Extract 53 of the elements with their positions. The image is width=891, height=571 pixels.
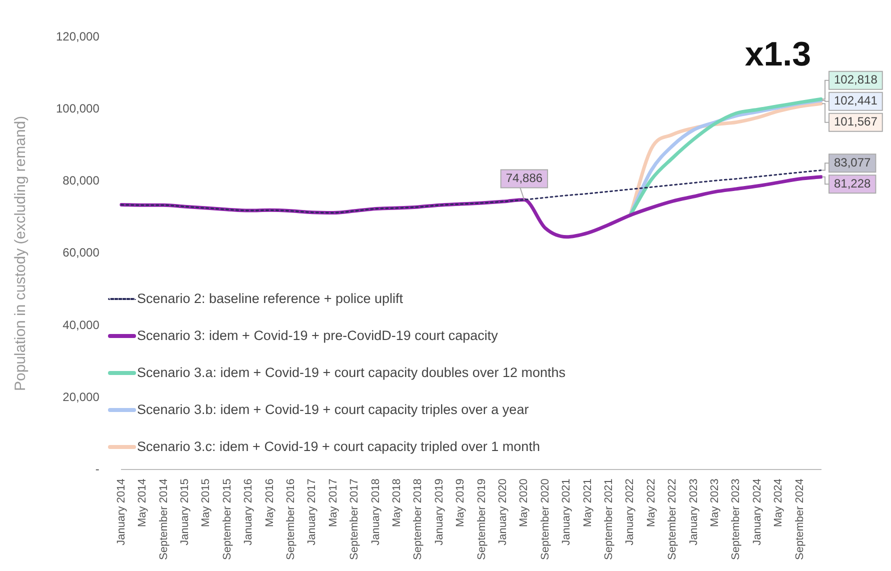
x-tick-label: May 2015 bbox=[200, 478, 212, 527]
x-tick-label: January 2020 bbox=[497, 478, 510, 546]
data-label: 102,441 bbox=[834, 94, 878, 108]
legend-label: Scenario 3.a: idem + Covid-19 + court capacity doubles over 12 months bbox=[137, 365, 566, 380]
y-tick-label: 40,000 bbox=[62, 318, 100, 332]
y-tick-label: 20,000 bbox=[62, 390, 100, 404]
x-tick-label: May 2022 bbox=[645, 478, 658, 527]
x-tick-label: January 2016 bbox=[242, 478, 255, 546]
x-tick-label: January 2015 bbox=[179, 478, 192, 546]
y-tick-label: - bbox=[95, 462, 100, 476]
data-label: 74,886 bbox=[506, 171, 543, 186]
y-tick-label: 80,000 bbox=[62, 174, 100, 188]
x-tick-label: May 2019 bbox=[454, 478, 467, 527]
x-tick-label: September 2017 bbox=[348, 478, 361, 560]
x-tick-label: May 2021 bbox=[582, 478, 594, 527]
legend-label: Scenario 3.b: idem + Covid-19 + court capacity triples over a year bbox=[137, 402, 529, 417]
x-tick-label: September 2023 bbox=[730, 478, 742, 560]
x-tick-label: September 2020 bbox=[539, 478, 552, 560]
x-tick-label: January 2023 bbox=[688, 478, 700, 546]
x-tick-label: May 2024 bbox=[772, 478, 785, 527]
x-tick-label: January 2019 bbox=[433, 478, 446, 546]
data-label: 83,077 bbox=[834, 155, 872, 170]
x-tick-label: May 2018 bbox=[391, 478, 404, 527]
legend-label: Scenario 3: idem + Covid-19 + pre-CovidD-19 court capacity bbox=[137, 328, 498, 343]
x-tick-label: September 2018 bbox=[412, 478, 424, 560]
x-tick-label: January 2014 bbox=[115, 478, 128, 546]
annotation: x1.3 bbox=[744, 36, 811, 74]
x-tick-label: May 2016 bbox=[264, 478, 276, 527]
x-tick-label: May 2014 bbox=[136, 478, 149, 527]
x-tick-label: January 2022 bbox=[624, 478, 636, 546]
y-axis-title: Population in custody (excluding remand) bbox=[12, 116, 30, 392]
legend-label: Scenario 3.c: idem + Covid-19 + court capacity tripled over 1 month bbox=[137, 439, 540, 454]
x-tick-label: May 2017 bbox=[327, 478, 340, 527]
x-tick-label: September 2014 bbox=[158, 478, 170, 560]
x-tick-label: January 2018 bbox=[370, 478, 382, 546]
legend-label: Scenario 2: baseline reference + police uplift bbox=[137, 291, 404, 306]
x-tick-label: September 2015 bbox=[221, 478, 234, 560]
data-label: 101,567 bbox=[834, 114, 878, 129]
x-tick-label: January 2024 bbox=[751, 478, 764, 546]
x-tick-label: May 2023 bbox=[709, 478, 722, 527]
data-label: 81,228 bbox=[834, 176, 872, 190]
x-tick-label: September 2019 bbox=[476, 478, 488, 560]
x-tick-label: January 2017 bbox=[306, 478, 318, 546]
y-tick-label: 60,000 bbox=[62, 246, 100, 260]
x-tick-label: January 2021 bbox=[560, 478, 573, 546]
x-tick-label: September 2021 bbox=[603, 478, 616, 560]
x-tick-label: May 2020 bbox=[518, 478, 530, 527]
x-tick-label: September 2016 bbox=[285, 478, 298, 560]
y-tick-label: 100,000 bbox=[56, 102, 100, 116]
x-tick-label: September 2024 bbox=[794, 478, 806, 560]
data-label: 102,818 bbox=[834, 72, 878, 87]
y-tick-label: 120,000 bbox=[56, 30, 100, 44]
x-tick-label: September 2022 bbox=[666, 478, 679, 560]
